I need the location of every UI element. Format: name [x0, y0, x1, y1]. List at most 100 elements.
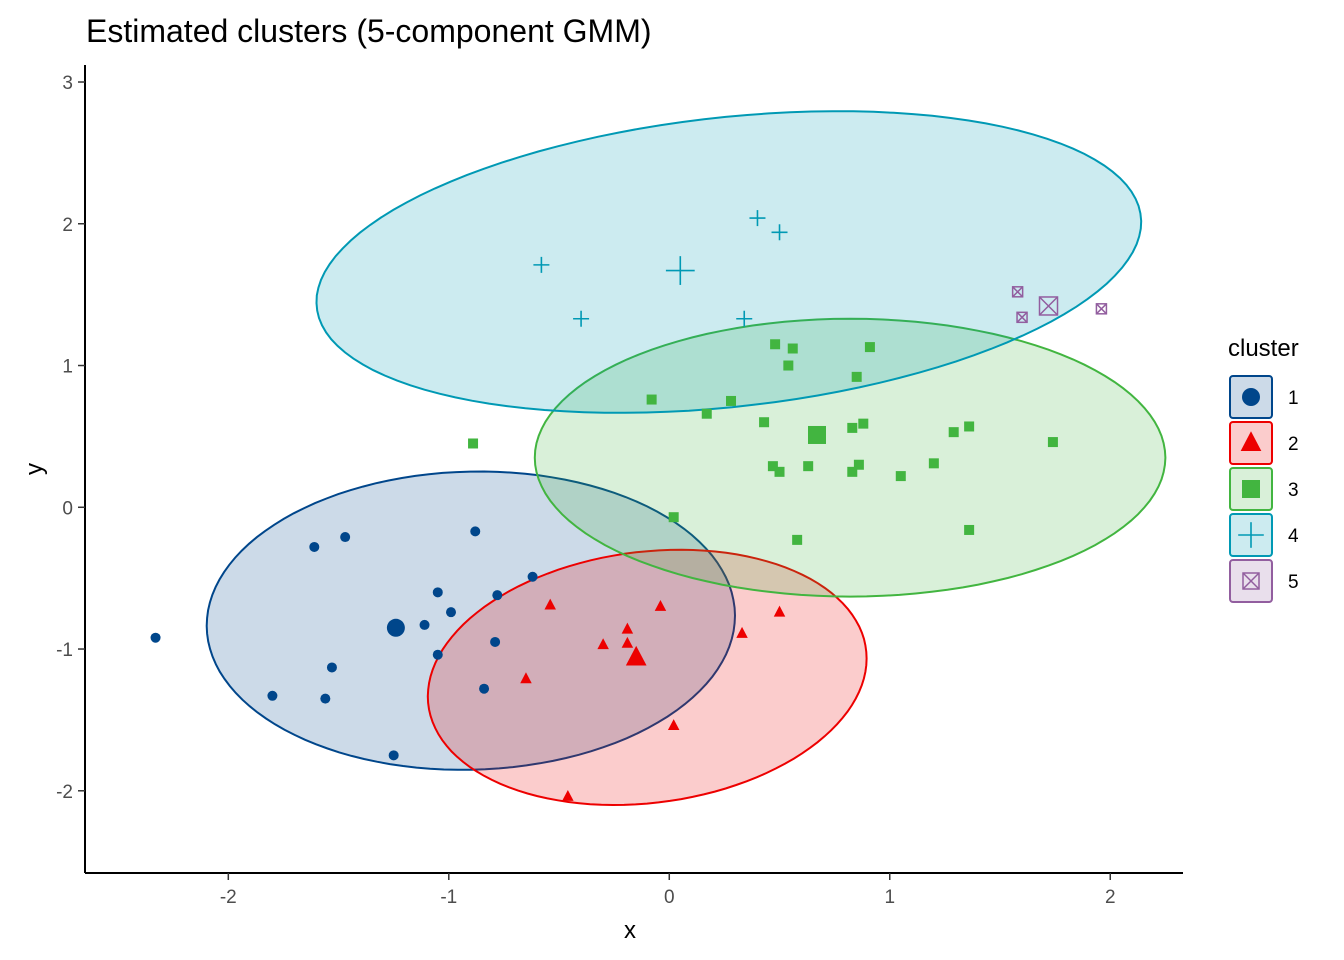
cluster-2-point: [597, 638, 609, 650]
cluster-3-point: [853, 459, 864, 470]
cluster-1-point: [490, 636, 501, 647]
chart-title: Estimated clusters (5-component GMM): [86, 13, 652, 49]
legend-symbol: [1242, 572, 1260, 590]
cluster-3-point: [847, 422, 858, 433]
cluster-3-point: [803, 461, 814, 472]
cluster-1-center: [386, 618, 405, 637]
ellipse-layer: [205, 110, 1167, 807]
x-ticks: -2 -1 0 1 2: [220, 873, 1116, 908]
y-tick-label: 2: [62, 215, 73, 236]
cluster-1-point: [527, 571, 538, 582]
cluster-5-center: [1038, 296, 1059, 316]
cluster-3-point: [895, 471, 906, 482]
legend: cluster 1 2 3 4 5: [1228, 335, 1299, 603]
cluster-2-point: [667, 719, 680, 730]
cluster-3-point: [851, 371, 862, 382]
cluster-1-point: [320, 693, 331, 704]
cluster-3-point: [948, 427, 959, 438]
cluster-3-point: [774, 466, 785, 477]
y-ticks: -2 -1 0 1 2 3: [56, 73, 85, 803]
cluster-3-point: [701, 408, 712, 419]
cluster-1-point: [267, 690, 278, 701]
cluster-3-center: [808, 425, 826, 444]
cluster-2-point: [654, 599, 667, 611]
y-tick-label: 3: [62, 73, 73, 94]
cluster-2-point: [621, 622, 634, 634]
cluster-3-point: [646, 394, 657, 405]
cluster-1-point: [340, 532, 351, 543]
y-tick-label: 1: [62, 357, 73, 378]
cluster-3-point: [847, 466, 858, 477]
legend-item-1: 1: [1229, 375, 1299, 419]
cluster-1-point: [326, 662, 337, 673]
x-tick-label: 1: [884, 887, 895, 908]
legend-item-5: 5: [1229, 559, 1299, 603]
cluster-3-point: [858, 418, 869, 429]
cluster-4-point: [533, 256, 550, 273]
cluster-1-point: [432, 587, 443, 598]
cluster-5-point: [1016, 311, 1028, 324]
legend-title: cluster: [1228, 335, 1299, 362]
cluster-1-point: [309, 541, 320, 552]
cluster-1-point: [446, 607, 456, 618]
legend-label: 5: [1288, 572, 1299, 593]
x-tick-label: -1: [440, 887, 457, 908]
cluster-3-point: [668, 512, 679, 523]
cluster-5-point: [1011, 286, 1024, 298]
cluster-3-point: [787, 343, 798, 354]
legend-symbol: [1240, 431, 1262, 451]
cluster-3-ellipse: [533, 317, 1167, 598]
legend-label: 2: [1288, 434, 1299, 455]
cluster-3-point: [928, 458, 939, 469]
x-tick-label: -2: [220, 887, 237, 908]
cluster-1-ellipse: [205, 470, 737, 771]
points-layer: [150, 210, 1108, 801]
cluster-1-point: [492, 590, 503, 601]
legend-item-4: 4: [1229, 513, 1299, 557]
cluster-3-point: [792, 534, 803, 545]
cluster-1-point: [419, 619, 430, 630]
cluster-4-point: [736, 310, 753, 327]
legend-label: 4: [1288, 526, 1299, 547]
y-tick-label: -2: [56, 782, 73, 803]
cluster-2-point: [736, 626, 748, 638]
legend-symbol: [1242, 480, 1260, 498]
cluster-4-point: [771, 224, 788, 241]
x-tick-label: 2: [1105, 887, 1116, 908]
cluster-3-point: [964, 421, 975, 432]
cluster-3-point: [964, 524, 975, 535]
y-tick-label: 0: [62, 498, 73, 519]
cluster-2-point: [544, 598, 556, 610]
cluster-4-ellipse: [315, 110, 1143, 414]
legend-symbol: [1238, 522, 1264, 548]
cluster-1-point: [432, 649, 443, 660]
y-axis-title: y: [21, 463, 48, 475]
cluster-2-point: [562, 789, 574, 801]
cluster-3-point: [1047, 437, 1058, 448]
cluster-2-ellipse: [426, 548, 868, 807]
cluster-3-point: [767, 461, 778, 472]
cluster-1-point: [479, 683, 490, 694]
cluster-2-center: [625, 645, 647, 666]
cluster-4-point: [749, 210, 766, 227]
cluster-2-point: [773, 605, 786, 617]
cluster-3-point: [759, 417, 770, 428]
cluster-2-point: [520, 672, 532, 684]
legend-item-2: 2: [1229, 421, 1299, 465]
cluster-4-center: [665, 256, 695, 285]
cluster-3-point: [468, 438, 479, 449]
cluster-5-point: [1095, 303, 1108, 315]
cluster-2-point: [621, 636, 634, 648]
y-tick-label: -1: [56, 640, 73, 661]
legend-symbol: [1242, 388, 1260, 406]
axes: [84, 65, 1183, 874]
legend-label: 3: [1288, 480, 1299, 501]
cluster-4-point: [573, 310, 590, 327]
cluster-1-point: [388, 750, 399, 761]
legend-item-3: 3: [1229, 467, 1299, 511]
cluster-1-point: [150, 632, 161, 643]
legend-label: 1: [1288, 388, 1299, 409]
x-tick-label: 0: [664, 887, 675, 908]
cluster-3-point: [726, 395, 737, 406]
